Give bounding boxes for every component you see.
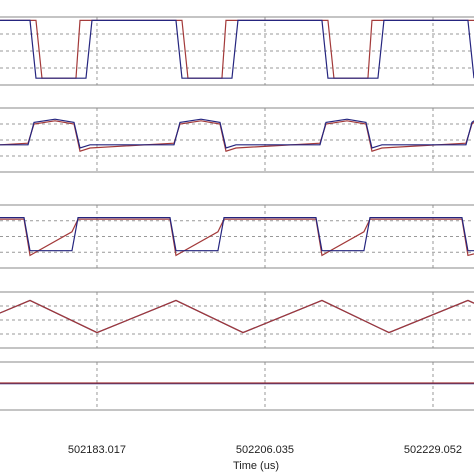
series-line <box>0 299 474 334</box>
x-axis-label: Time (us) <box>233 460 279 472</box>
x-tick-label: 502229.052 <box>404 444 462 456</box>
series-line <box>0 118 474 149</box>
series-line <box>0 217 474 252</box>
x-tick-label: 502206.035 <box>236 444 294 456</box>
series-line <box>0 299 474 334</box>
x-tick-label: 502183.017 <box>68 444 126 456</box>
series-line <box>0 218 474 257</box>
series-line <box>0 120 474 152</box>
series-line <box>0 19 474 79</box>
